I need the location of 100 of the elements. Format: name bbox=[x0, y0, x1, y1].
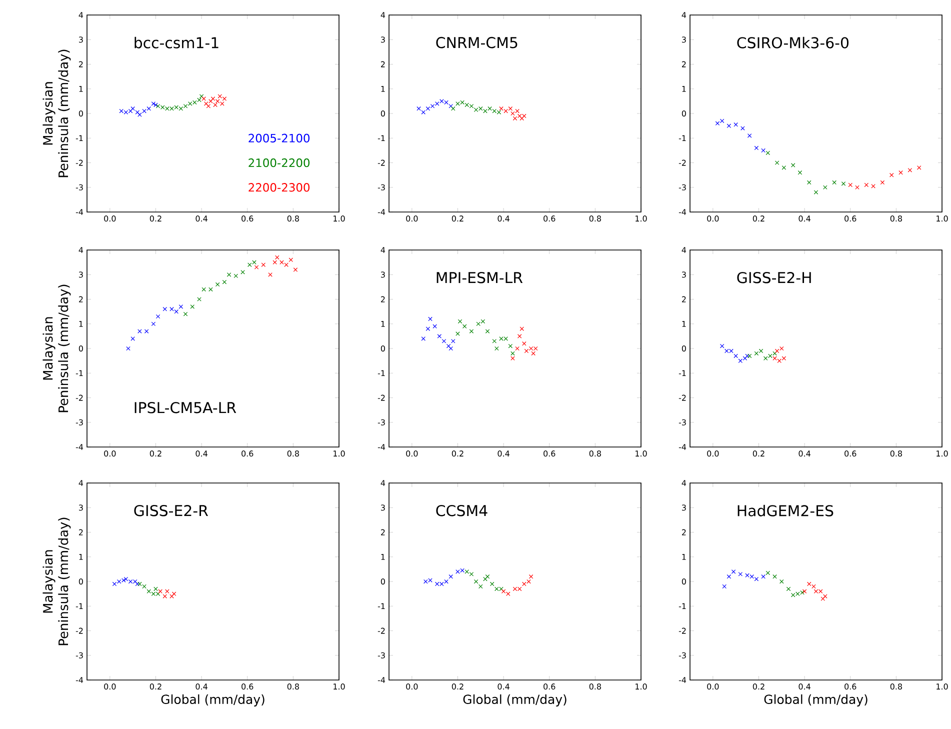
point bbox=[506, 592, 510, 596]
point bbox=[165, 589, 170, 594]
point bbox=[864, 182, 869, 188]
point bbox=[469, 329, 474, 334]
point bbox=[426, 106, 430, 111]
point bbox=[222, 96, 227, 101]
point bbox=[284, 262, 288, 267]
point bbox=[261, 262, 266, 267]
point bbox=[458, 319, 462, 324]
point bbox=[416, 106, 421, 111]
point bbox=[501, 589, 506, 594]
point bbox=[761, 574, 766, 579]
point bbox=[754, 146, 759, 150]
point bbox=[428, 316, 432, 322]
point bbox=[426, 326, 430, 331]
point bbox=[126, 346, 130, 351]
point bbox=[142, 584, 146, 589]
point bbox=[202, 96, 206, 101]
point bbox=[772, 351, 777, 356]
point bbox=[442, 338, 446, 344]
point bbox=[763, 356, 768, 360]
point bbox=[807, 180, 812, 185]
point bbox=[855, 185, 860, 190]
point bbox=[515, 108, 520, 114]
point bbox=[248, 262, 252, 267]
point bbox=[474, 579, 478, 584]
point bbox=[880, 180, 885, 185]
point bbox=[138, 112, 142, 117]
point bbox=[275, 255, 280, 260]
point bbox=[170, 306, 174, 312]
point bbox=[524, 348, 529, 354]
point bbox=[522, 582, 526, 586]
point bbox=[135, 582, 140, 586]
point bbox=[240, 270, 245, 274]
y-axis-title: Malaysian Peninsula (mm/day) bbox=[42, 284, 71, 412]
point bbox=[715, 121, 720, 126]
point bbox=[774, 160, 780, 165]
point bbox=[190, 304, 195, 309]
point bbox=[823, 594, 828, 598]
text: GISS-E2-R bbox=[134, 504, 208, 516]
point bbox=[731, 570, 736, 574]
point bbox=[798, 170, 802, 175]
point bbox=[871, 184, 876, 188]
point bbox=[220, 102, 224, 106]
point bbox=[777, 358, 782, 363]
y-axis-title: Malaysian Peninsula (mm/day) bbox=[42, 50, 71, 178]
text: bcc-csm1-1 bbox=[134, 36, 218, 48]
point bbox=[790, 163, 796, 168]
point bbox=[254, 265, 259, 270]
point bbox=[135, 110, 140, 114]
point bbox=[734, 354, 738, 358]
text: GISS-E2-H bbox=[737, 272, 811, 284]
point bbox=[766, 150, 770, 156]
point bbox=[782, 356, 786, 360]
point bbox=[768, 354, 772, 358]
point bbox=[520, 116, 524, 121]
point bbox=[206, 104, 211, 108]
point bbox=[494, 346, 499, 351]
point bbox=[528, 574, 534, 579]
point bbox=[848, 182, 853, 188]
point bbox=[234, 274, 238, 278]
x-axis-title: Global (mm/day) bbox=[463, 694, 566, 706]
point bbox=[766, 570, 770, 576]
point bbox=[272, 260, 277, 264]
point bbox=[814, 190, 818, 194]
point bbox=[508, 106, 513, 111]
point bbox=[144, 329, 149, 334]
point bbox=[740, 126, 745, 130]
point bbox=[734, 122, 738, 127]
point bbox=[517, 334, 522, 338]
point bbox=[774, 348, 780, 354]
point bbox=[156, 314, 160, 319]
point bbox=[898, 170, 903, 175]
point bbox=[745, 354, 750, 358]
point bbox=[747, 134, 752, 138]
x-axis-title: Global (mm/day) bbox=[161, 694, 264, 706]
point bbox=[172, 592, 176, 596]
point bbox=[522, 341, 526, 346]
text: CNRM-CM5 bbox=[436, 36, 518, 48]
point bbox=[456, 332, 460, 336]
point bbox=[451, 106, 456, 111]
point bbox=[158, 589, 162, 594]
point bbox=[146, 589, 151, 594]
point bbox=[448, 346, 453, 351]
point bbox=[908, 168, 912, 172]
point bbox=[138, 582, 142, 586]
point bbox=[780, 579, 784, 584]
point bbox=[252, 260, 256, 264]
point bbox=[515, 346, 520, 351]
point bbox=[476, 322, 480, 326]
point bbox=[510, 111, 515, 116]
point bbox=[202, 287, 206, 292]
point bbox=[510, 356, 515, 360]
point bbox=[916, 166, 922, 170]
text: 2200-2300 bbox=[248, 183, 310, 192]
point bbox=[772, 356, 777, 360]
annotation: IPSL-CM5A-LR bbox=[134, 402, 236, 414]
point bbox=[421, 110, 426, 114]
point bbox=[492, 338, 497, 344]
point bbox=[112, 582, 117, 586]
